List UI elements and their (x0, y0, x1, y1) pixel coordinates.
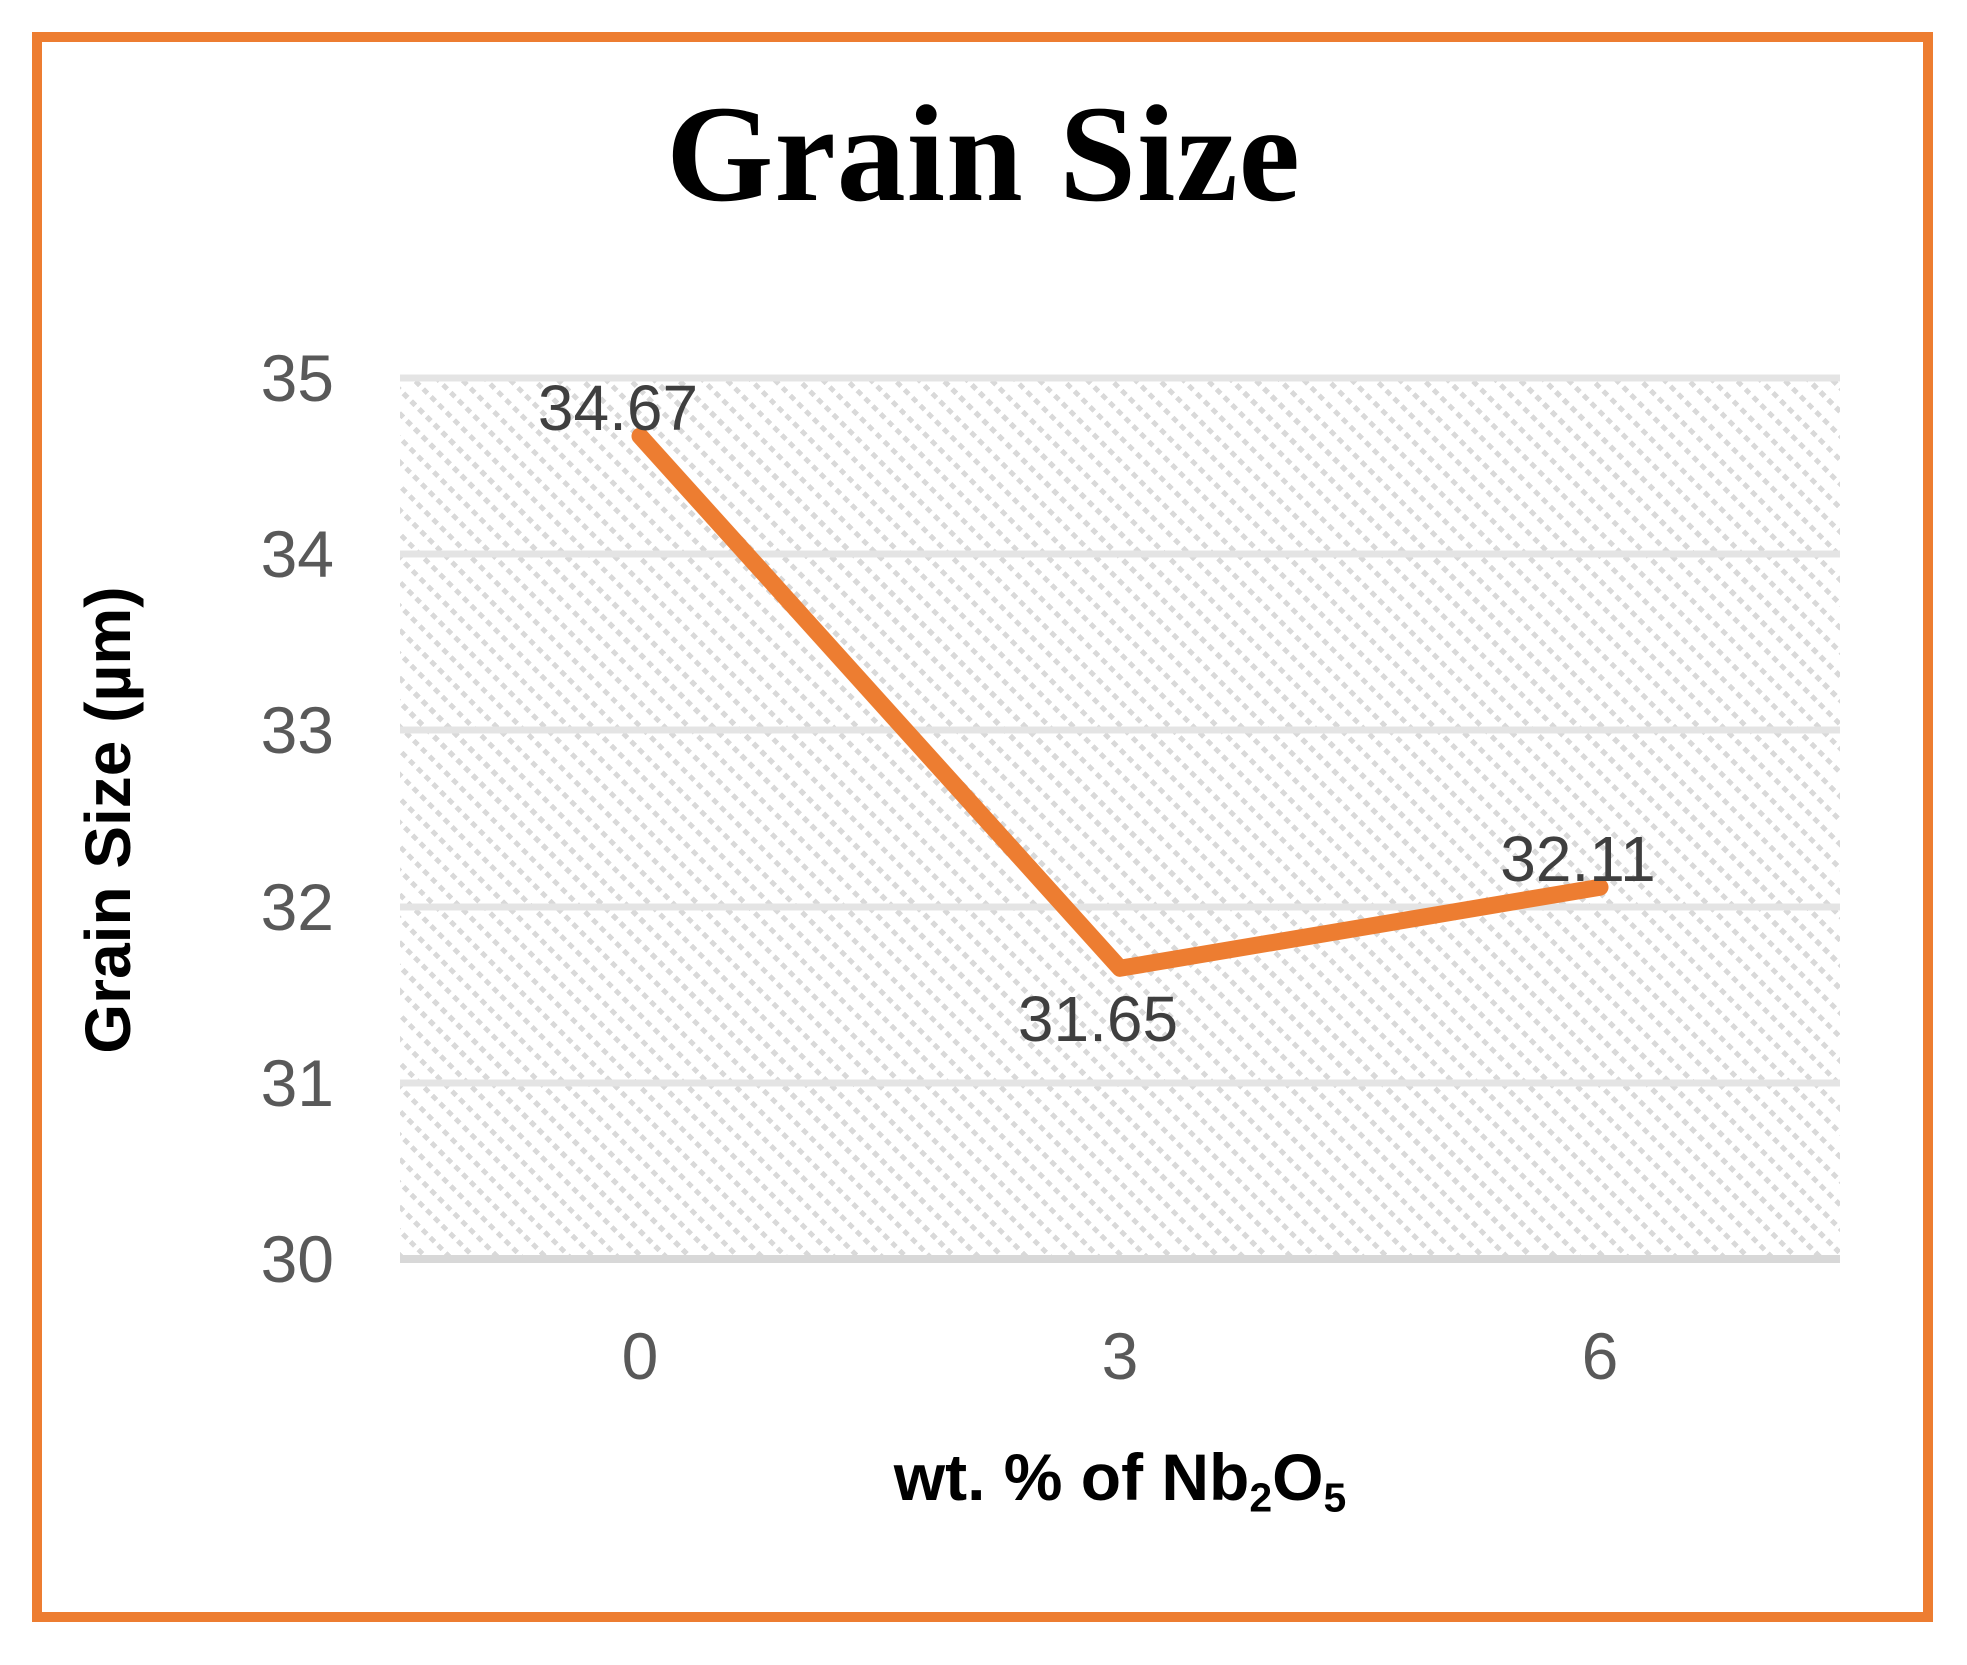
gridline-y-35 (400, 374, 1840, 382)
data-label-31.65: 31.65 (1017, 983, 1179, 1056)
x-axis-title-part: O (1272, 1440, 1324, 1514)
chart-title: Grain Size (666, 77, 1301, 230)
y-axis-title-text: Grain Size (µm) (72, 586, 144, 1054)
y-tick-label-32: 32 (260, 869, 334, 944)
y-tick-label-34: 34 (260, 517, 334, 592)
y-tick-label-31: 31 (260, 1045, 334, 1120)
gridline-y-31 (400, 1079, 1840, 1087)
data-label-34.67: 34.67 (537, 372, 699, 445)
line-series-svg (631, 427, 1609, 977)
x-tick-label-0: 0 (621, 1319, 659, 1393)
gridline-y-33 (400, 726, 1840, 734)
y-axis-tick-labels: 35 34 33 32 31 30 (0, 345, 348, 1292)
y-tick-label-33: 33 (260, 693, 334, 768)
x-tick-label-3: 3 (1101, 1319, 1139, 1393)
x-axis-title-subscript: 2 (1249, 1474, 1273, 1521)
x-axis-tick-labels: 0 3 6 (400, 1316, 1840, 1406)
y-tick-label-30: 30 (260, 1222, 334, 1296)
gridline-y-32 (400, 903, 1840, 911)
gridline-y-34 (400, 550, 1840, 558)
x-axis-title-part: wt. % of Nb (893, 1440, 1250, 1514)
plot-area (400, 374, 1840, 1263)
y-tick-label-35: 35 (260, 341, 334, 415)
x-tick-label-6: 6 (1581, 1319, 1619, 1393)
x-axis-title-subscript: 5 (1323, 1474, 1347, 1521)
data-label-32.11: 32.11 (1500, 823, 1656, 896)
grain-size-line (631, 427, 1609, 977)
gridline-y-30 (400, 1255, 1840, 1263)
x-axis-title: wt. % of Nb2O5 (400, 1432, 1840, 1522)
